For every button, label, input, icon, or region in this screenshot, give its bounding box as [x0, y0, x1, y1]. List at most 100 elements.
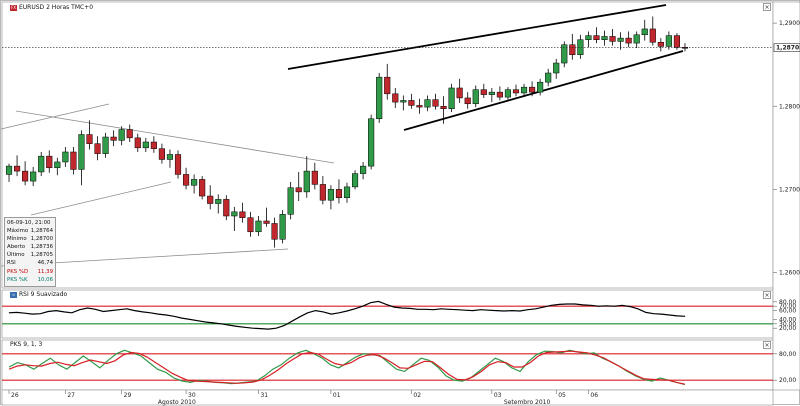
- candle[interactable]: [376, 73, 383, 123]
- channel-upper-trendline[interactable]: [15, 110, 335, 164]
- candle[interactable]: [448, 83, 455, 113]
- candle[interactable]: [38, 151, 45, 177]
- candle[interactable]: [271, 217, 278, 248]
- candle[interactable]: [174, 150, 182, 179]
- candle[interactable]: [215, 194, 222, 214]
- candle[interactable]: [311, 162, 318, 190]
- candle[interactable]: [126, 124, 133, 143]
- candle[interactable]: [569, 33, 576, 60]
- candle[interactable]: [118, 126, 125, 146]
- candle[interactable]: [78, 130, 85, 186]
- candle[interactable]: [166, 149, 174, 168]
- candle[interactable]: [70, 147, 77, 175]
- close-main-panel-button[interactable]: ×: [763, 3, 771, 11]
- candle[interactable]: [529, 81, 536, 97]
- candle[interactable]: [464, 92, 471, 109]
- osc-tick-label: 20,00: [779, 377, 796, 384]
- candle[interactable]: [480, 83, 487, 98]
- candle[interactable]: [303, 156, 310, 198]
- candle[interactable]: [255, 216, 262, 236]
- candle[interactable]: [585, 31, 592, 48]
- candle[interactable]: [263, 207, 270, 227]
- candle[interactable]: [279, 210, 286, 244]
- candle[interactable]: [182, 167, 190, 190]
- candle[interactable]: [191, 174, 198, 194]
- candle[interactable]: [327, 185, 334, 210]
- candle[interactable]: [641, 19, 648, 41]
- candle[interactable]: [617, 32, 624, 50]
- wedge-lower-trendline[interactable]: [403, 50, 684, 131]
- candle[interactable]: [537, 78, 544, 96]
- candle[interactable]: [102, 132, 109, 158]
- candle[interactable]: [400, 95, 407, 111]
- candle[interactable]: [440, 96, 447, 124]
- candle[interactable]: [150, 136, 157, 153]
- candle[interactable]: [110, 130, 117, 147]
- candle[interactable]: [368, 114, 375, 170]
- candle[interactable]: [392, 87, 399, 108]
- channel-short-upper-trendline[interactable]: [1, 103, 110, 130]
- candle[interactable]: [62, 147, 69, 167]
- candle[interactable]: [657, 38, 664, 52]
- candle[interactable]: [649, 16, 656, 46]
- candle[interactable]: [633, 31, 640, 49]
- candle[interactable]: [488, 87, 495, 103]
- price-axis-area: [772, 1, 800, 391]
- candle[interactable]: [199, 176, 206, 200]
- candle[interactable]: [520, 83, 528, 98]
- close-rsi-panel-button[interactable]: ×: [763, 291, 771, 299]
- candle[interactable]: [681, 43, 689, 52]
- candle-body: [215, 199, 222, 204]
- candle[interactable]: [512, 84, 520, 97]
- candle[interactable]: [54, 157, 61, 176]
- time-tick-label: 06: [590, 392, 598, 399]
- time-axis: 26 27 29 30 31 01 02 03 05 06 Agosto 2010 Setembro …: [8, 390, 598, 406]
- candle[interactable]: [360, 161, 367, 180]
- candle[interactable]: [86, 120, 93, 150]
- candle[interactable]: [472, 85, 479, 108]
- candle[interactable]: [319, 176, 326, 205]
- candle[interactable]: [223, 195, 230, 221]
- candle[interactable]: [5, 163, 13, 182]
- candle-body: [319, 184, 326, 201]
- close-pks-panel-button[interactable]: ×: [763, 341, 771, 349]
- candle[interactable]: [158, 143, 165, 164]
- candle[interactable]: [134, 133, 141, 152]
- candle[interactable]: [593, 27, 600, 44]
- candle[interactable]: [424, 95, 431, 112]
- candle[interactable]: [504, 87, 512, 100]
- candle[interactable]: [545, 68, 552, 87]
- candle[interactable]: [351, 170, 359, 190]
- candle[interactable]: [30, 166, 37, 187]
- candle[interactable]: [239, 202, 246, 223]
- candle[interactable]: [416, 98, 423, 114]
- candle[interactable]: [665, 31, 672, 50]
- candle[interactable]: [94, 136, 101, 161]
- wedge-upper-trendline[interactable]: [287, 4, 667, 70]
- candle[interactable]: [456, 78, 463, 103]
- candle[interactable]: [247, 211, 254, 237]
- candle[interactable]: [343, 182, 351, 203]
- candle[interactable]: [287, 181, 294, 220]
- candle[interactable]: [384, 63, 391, 100]
- series-line-pct-d: [8, 350, 686, 385]
- candle[interactable]: [561, 41, 568, 68]
- candle[interactable]: [14, 155, 21, 177]
- candle[interactable]: [207, 185, 214, 210]
- candle[interactable]: [553, 58, 560, 79]
- candle[interactable]: [577, 34, 584, 59]
- candle[interactable]: [46, 150, 53, 173]
- candle[interactable]: [231, 206, 238, 231]
- candle[interactable]: [335, 179, 343, 204]
- candle[interactable]: [609, 28, 616, 46]
- candle[interactable]: [432, 93, 439, 110]
- candle[interactable]: [601, 30, 608, 46]
- candle[interactable]: [22, 161, 29, 186]
- candle[interactable]: [625, 31, 632, 48]
- candle[interactable]: [673, 33, 680, 50]
- candle[interactable]: [496, 86, 503, 101]
- candle[interactable]: [142, 137, 149, 152]
- candle[interactable]: [408, 93, 415, 109]
- channel-short-lower-trendline[interactable]: [30, 181, 172, 216]
- candle[interactable]: [295, 171, 302, 202]
